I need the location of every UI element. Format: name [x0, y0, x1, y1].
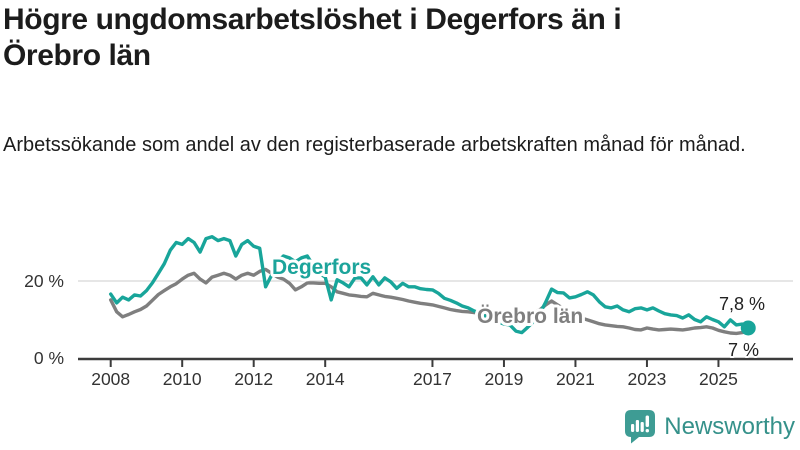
newsworthy-logo-text: Newsworthy — [664, 413, 795, 440]
x-tick-label-2023: 2023 — [627, 369, 666, 389]
x-tick-label-2017: 2017 — [413, 369, 452, 389]
y-tick-label-20: 20 % — [24, 271, 64, 291]
x-tick-label-2012: 2012 — [234, 369, 273, 389]
x-tick-label-2014: 2014 — [306, 369, 345, 389]
chart-subtitle: Arbetssökande som andel av den registerb… — [3, 134, 746, 156]
series-end-dot-degerfors — [740, 320, 756, 336]
page-title: Högre ungdomsarbetslöshet i Degerfors än… — [3, 3, 622, 72]
newsworthy-logo[interactable]: Newsworthy — [625, 410, 795, 444]
x-tick-label-2008: 2008 — [91, 369, 130, 389]
series-line--rebro-l-n — [108, 267, 750, 336]
x-tick-label-2025: 2025 — [699, 369, 738, 389]
x-tick-label-2021: 2021 — [556, 369, 595, 389]
bar-chart-speech-bubble-icon — [625, 410, 656, 444]
x-tick-label-2019: 2019 — [484, 369, 523, 389]
end-point-marker — [740, 320, 756, 336]
end-value-label-degerfors: 7,8 % — [719, 294, 765, 314]
series-lines — [108, 234, 750, 336]
x-axis: 2008 2010 2012 2014 2017 2019 2021 2023 2025 — [78, 357, 793, 389]
end-value-label-orebro-lan: 7 % — [728, 340, 759, 360]
x-tick-label-2010: 2010 — [163, 369, 202, 389]
series-label-degerfors: Degerfors — [272, 256, 371, 279]
series-label-orebro-lan: Örebro län — [477, 305, 583, 328]
series-line-degerfors — [108, 234, 750, 335]
y-tick-label-0: 0 % — [34, 348, 64, 368]
